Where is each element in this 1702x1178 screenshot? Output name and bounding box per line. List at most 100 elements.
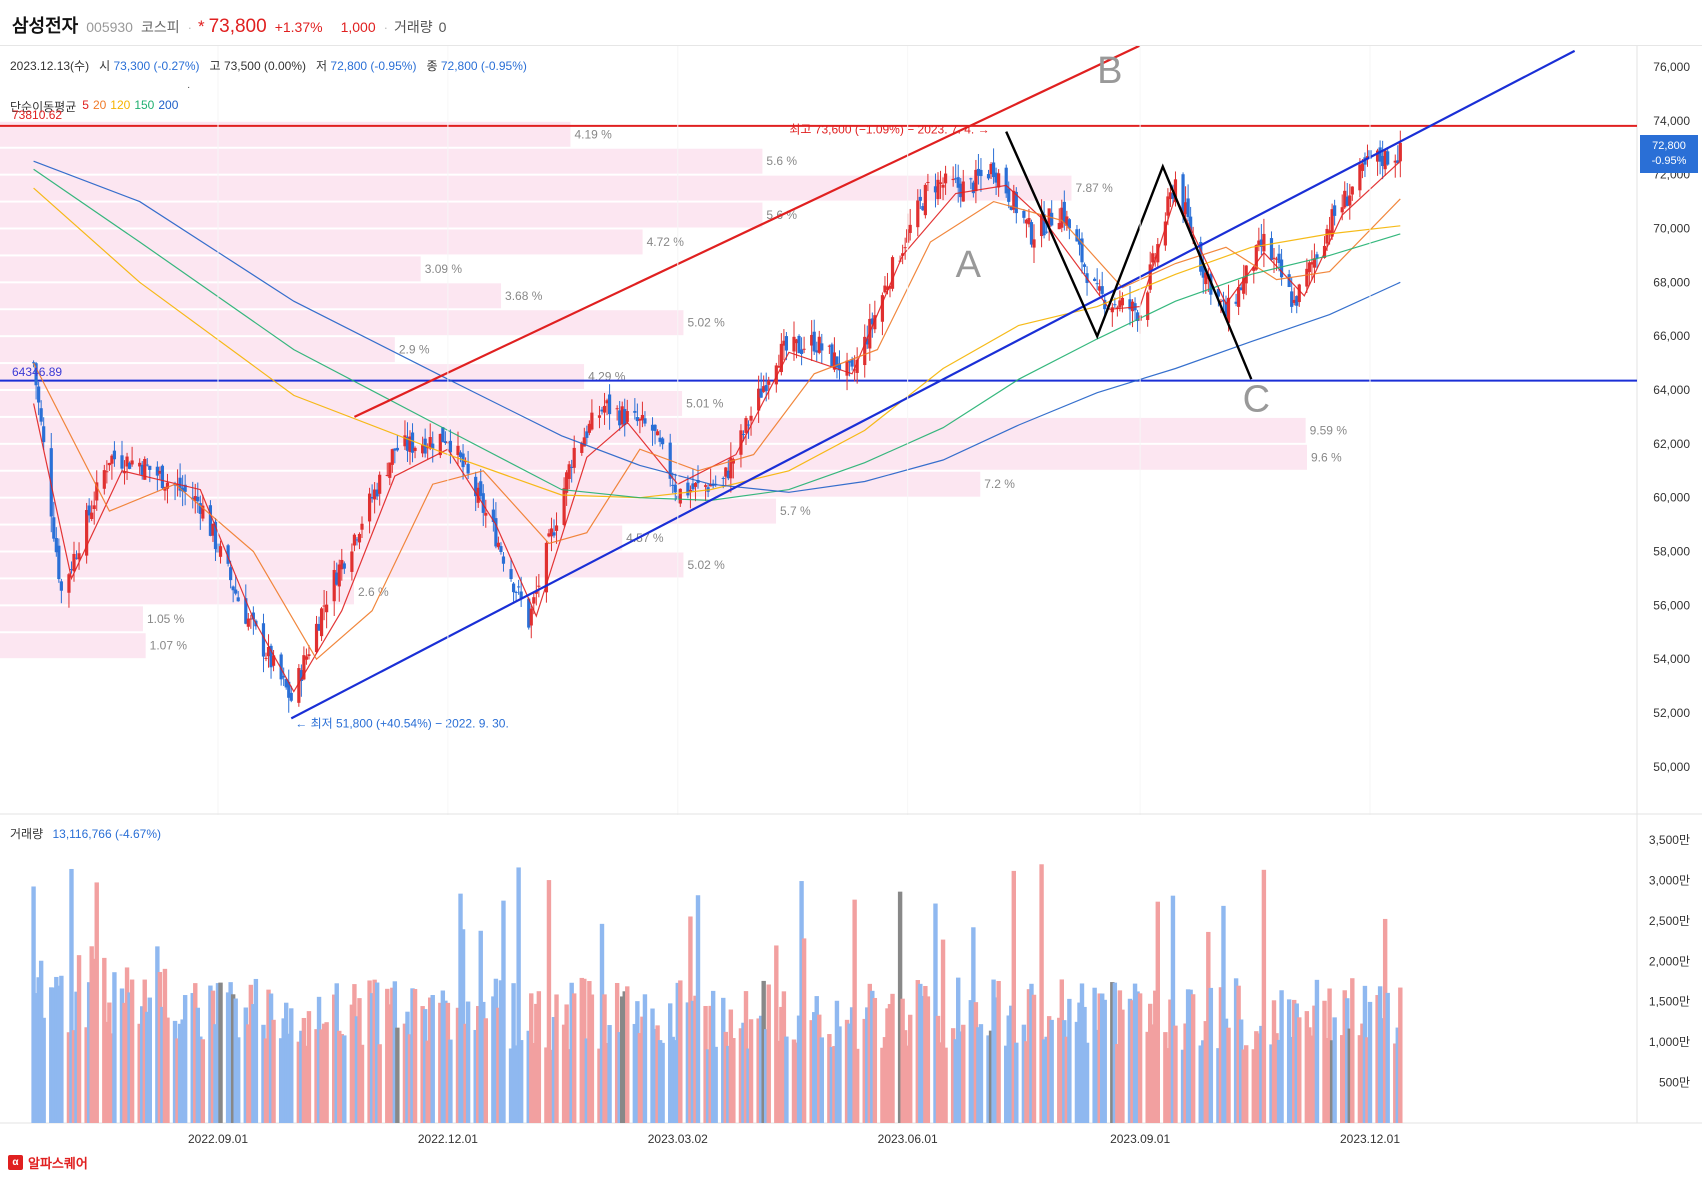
- volume-bar: [705, 1049, 711, 1123]
- open-label: 시: [99, 59, 111, 73]
- volume-bar: [632, 1023, 638, 1123]
- candle-body: [1360, 163, 1365, 171]
- candle-body: [1120, 297, 1125, 306]
- price-chart[interactable]: 76,00074,00072,00070,00068,00066,00064,0…: [0, 46, 1702, 815]
- volume-bar: [422, 1009, 428, 1123]
- brand-name[interactable]: 알파스퀘어: [28, 1156, 88, 1171]
- volume-bar: [958, 1031, 963, 1123]
- volume-bar: [546, 880, 552, 1123]
- volume-bar: [726, 1045, 731, 1123]
- candle-body: [127, 462, 132, 469]
- volume-profile-label: 1.07 %: [150, 639, 188, 653]
- volume-bar: [655, 1025, 660, 1123]
- candle-body: [607, 394, 612, 415]
- volume-bar: [263, 1038, 269, 1123]
- volume-bar: [1357, 1035, 1363, 1123]
- candle-body: [1029, 222, 1034, 245]
- volume-bar: [271, 1019, 276, 1123]
- pattern-label-c: C: [1243, 379, 1270, 421]
- candle-body: [590, 412, 594, 430]
- candle-body: [1386, 151, 1390, 165]
- candle-body: [408, 436, 412, 452]
- price-tick-label: 60,000: [1653, 491, 1690, 505]
- candle-body: [570, 466, 574, 468]
- volume-bar: [756, 1018, 761, 1123]
- volume-bar: [599, 923, 605, 1123]
- candle-body: [794, 339, 799, 344]
- candle-body: [1173, 179, 1178, 202]
- volume-bar: [582, 978, 587, 1123]
- candle-body: [1297, 284, 1301, 303]
- volume-bar: [880, 1047, 885, 1123]
- volume-bar: [1332, 1017, 1337, 1123]
- volume-bar: [544, 1047, 549, 1123]
- volume-bar: [915, 980, 920, 1123]
- candle-body: [1226, 297, 1231, 323]
- volume-bar: [251, 1004, 256, 1123]
- volume-bar: [69, 868, 74, 1123]
- candle-body: [388, 462, 392, 478]
- candle-body: [494, 518, 498, 547]
- candle-body: [1100, 286, 1104, 294]
- volume-bar: [1084, 1042, 1090, 1123]
- candle-body: [741, 433, 746, 435]
- volume-bar: [862, 1018, 867, 1123]
- volume-bar: [1208, 987, 1214, 1123]
- candle-body: [602, 405, 607, 413]
- price-change-abs: 1,000: [340, 19, 376, 35]
- candle-body: [580, 443, 584, 453]
- volume-bar: [445, 1002, 451, 1123]
- moving-average-legend[interactable]: 단순이동평균 5 20 120 150 200: [10, 98, 178, 115]
- volume-bar: [218, 982, 223, 1123]
- price-tick-label: 74,000: [1653, 114, 1690, 128]
- volume-bar: [339, 1034, 344, 1123]
- candle-body: [726, 470, 730, 479]
- volume-bar: [385, 988, 390, 1123]
- volume-bar: [324, 1022, 329, 1123]
- volume-bar: [1062, 1020, 1067, 1123]
- volume-bar: [761, 980, 766, 1123]
- volume-bar: [988, 1030, 994, 1123]
- ma-5-label: 5: [82, 98, 89, 112]
- volume-bar: [236, 1037, 241, 1123]
- candle-body: [428, 437, 432, 449]
- volume-bar: [938, 1042, 943, 1123]
- volume-profile-label: 2.6 %: [358, 585, 389, 599]
- volume-profile-label: 4.72 %: [647, 235, 685, 249]
- candle-body: [1110, 307, 1114, 313]
- volume-bar: [1244, 1045, 1249, 1123]
- candle-body: [620, 406, 624, 425]
- candle-body: [122, 471, 127, 474]
- candle-body: [1327, 230, 1332, 235]
- volume-tick-label: 3,500만: [1649, 833, 1690, 847]
- volume-bar: [84, 1027, 89, 1123]
- candle-body: [1239, 287, 1243, 291]
- volume-bar: [1021, 1024, 1027, 1123]
- stock-name[interactable]: 삼성전자: [12, 16, 79, 36]
- footer-brand[interactable]: α 알파스퀘어: [8, 1153, 88, 1172]
- candle-body: [820, 343, 824, 351]
- price-change-pct: +1.37%: [274, 19, 323, 35]
- candle-body: [549, 528, 554, 537]
- volume-bar: [973, 1002, 979, 1123]
- candle-body: [193, 495, 197, 501]
- volume-bar: [481, 1001, 486, 1123]
- volume-bar: [261, 1024, 266, 1123]
- volume-bar: [561, 1024, 567, 1123]
- volume-chart[interactable]: 3,500만 3,000만 2,500만 2,000만 1,500만 1,000만 500만…: [0, 815, 1702, 1151]
- volume-bar: [837, 1026, 842, 1123]
- volume-bar: [902, 1030, 908, 1123]
- volume-bar: [76, 955, 82, 1123]
- volume-bar: [155, 946, 160, 1123]
- date-tick-label: 2023.12.01: [1340, 1132, 1400, 1146]
- volume-bar: [248, 984, 254, 1123]
- candle-body: [936, 179, 940, 200]
- volume-bar: [688, 916, 693, 1123]
- volume-bar: [652, 1028, 658, 1123]
- volume-bar: [1226, 1027, 1231, 1123]
- volume-bar: [208, 985, 213, 1123]
- volume-bar: [723, 1031, 728, 1123]
- volume-bar: [1094, 1029, 1100, 1123]
- candle-body: [673, 484, 677, 493]
- candle-body: [102, 470, 106, 489]
